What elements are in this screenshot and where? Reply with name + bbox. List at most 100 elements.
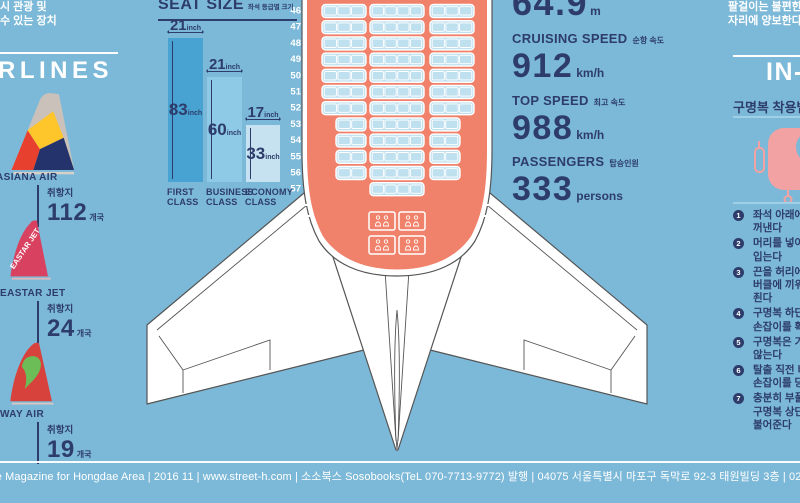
seat-size-title: SEAT SIZE <box>158 0 244 13</box>
life-vest-step: 2 머리를 넣어 구명복을입는다 <box>733 237 800 264</box>
airline-name: ASIANA AIR <box>0 172 58 183</box>
person-icon <box>383 239 389 244</box>
person-icon <box>383 215 389 220</box>
seat-group <box>369 84 425 100</box>
class-label: FIRST CLASS <box>167 187 199 207</box>
seat-width-value: 21 <box>169 17 187 34</box>
stat-label-row: TOP SPEED 최고 속도 <box>512 92 625 110</box>
stat-value-row: 912 km/h <box>512 49 664 90</box>
stat-item: TOP SPEED 최고 속도 988 km/h <box>512 92 625 152</box>
destinations-label: 취항지 <box>47 188 74 199</box>
airline-item: EASTAR JET EASTAR JET 취항지 24 개국 <box>0 218 130 346</box>
seat-row-numbers: 46 47 48 49 50 51 52 53 54 55 56 57 <box>290 6 301 195</box>
destinations-value: 112 <box>47 199 88 226</box>
row-number: 53 <box>290 119 301 130</box>
step-text-line: 불어준다 <box>753 419 792 432</box>
seat-group <box>429 100 475 116</box>
step-text: 좌석 아래에 있는 구명복을꺼낸다 <box>753 209 800 236</box>
step-number-badge: 6 <box>733 364 744 376</box>
step-number-badge: 4 <box>733 308 744 320</box>
step-text: 구명복은 기내에서 부풀리지않는다 <box>753 336 800 363</box>
seat-length-value: 60 <box>207 119 227 139</box>
wingspan-unit: m <box>590 4 601 18</box>
destinations-value: 24 <box>47 315 75 342</box>
seat-group <box>369 20 425 35</box>
destinations-stat: 취항지 19 개국 <box>37 422 91 464</box>
seat-group <box>369 165 425 181</box>
seat-group <box>429 84 475 100</box>
step-text-line: 버클에 끼워 몸에 맞게 <box>753 279 800 292</box>
step-text: 구명복 하단의 빨간손잡이를 확인한다 <box>753 307 800 334</box>
seat-width-value: 21 <box>208 56 226 73</box>
life-vest-icon <box>754 128 800 204</box>
life-vest-steps: 1 좌석 아래에 있는 구명복을꺼낸다 2 머리를 넣어 구명복을입는다 3 끈을 허리에… <box>733 209 800 434</box>
step-text: 끈을 허리에 감고 양쪽버클에 끼워 몸에 맞게죈다 <box>753 266 800 306</box>
seat-group <box>429 20 475 35</box>
seat-group <box>321 68 367 84</box>
seat-group <box>321 100 367 116</box>
seat-length-unit: inch <box>265 153 280 161</box>
row-number: 57 <box>290 184 301 195</box>
step-text-line: 손잡이를 확인한다 <box>753 320 800 333</box>
destinations-count: 19 개국 <box>47 436 91 464</box>
seat-group <box>321 84 367 100</box>
seat-group <box>369 36 425 51</box>
destinations-label: 취항지 <box>47 304 74 315</box>
seat-size-bar: 33inch <box>246 125 280 182</box>
step-text-line: 끈을 허리에 감고 양쪽 <box>753 265 800 278</box>
person-icon <box>375 239 381 244</box>
step-text-line: 충분히 부풀지 않을 경우 <box>753 392 800 405</box>
step-text: 충분히 부풀지 않을 경우구명복 상단의 고무관을불어준다 <box>753 392 800 432</box>
asiana-tailfin-icon <box>11 93 75 175</box>
step-text-line: 탈출 직전 비상구에서 <box>753 363 800 376</box>
destinations-count: 112 개국 <box>47 199 104 227</box>
seat-length-value: 33 <box>246 143 266 163</box>
class-label-line: CLASS <box>206 197 238 207</box>
person-icon <box>405 215 411 220</box>
lavatories <box>368 211 426 255</box>
step-text-line: 구명복은 기내에서 부풀리지 <box>753 335 800 348</box>
seat-width-value: 17 <box>247 104 265 121</box>
step-text-line: 꺼낸다 <box>753 222 782 235</box>
airlines-divider <box>0 52 118 54</box>
airline-item: WAY AIR 취항지 19 개국 <box>0 341 130 469</box>
note-line: 시 관광 및 <box>0 1 47 13</box>
class-label-line: CLASS <box>245 197 277 207</box>
wingspan-stat: 64.9 m <box>512 0 601 21</box>
seat-map <box>321 3 475 197</box>
step-text-line: 않는다 <box>753 349 782 362</box>
stat-item: PASSENGERS 탑승인원 333 persons <box>512 153 639 213</box>
class-label-line: FIRST <box>167 187 194 197</box>
seat-size-chart: SEAT SIZE 좌석 등급별 크기 21inch 83inch FIRST CLAS… <box>158 0 308 215</box>
destinations-stat: 취항지 112 개국 <box>37 185 104 227</box>
class-label-line: CLASS <box>167 197 199 207</box>
class-label-line: BUSINESS <box>206 187 254 197</box>
seat-group <box>335 133 367 148</box>
top-left-note: 시 관광 및 수 있는 장치 <box>0 1 57 28</box>
stat-label-row: PASSENGERS 탑승인원 <box>512 153 639 171</box>
life-vest-step: 6 탈출 직전 비상구에서손잡이를 당긴다 <box>733 364 800 391</box>
lavatory-icon <box>398 235 426 255</box>
seat-group <box>369 117 425 132</box>
seat-length-label: 33inch <box>246 125 280 182</box>
divider <box>733 116 800 118</box>
seat-width-unit: inch <box>225 64 241 71</box>
seat-group <box>335 149 367 165</box>
door-marks <box>298 204 496 217</box>
seat-group <box>321 20 367 35</box>
seat-group <box>429 165 461 181</box>
person-icon <box>413 215 419 220</box>
seat-size-subtitle-kr: 좌석 등급별 크기 <box>248 4 294 11</box>
tail-cone <box>329 247 465 451</box>
person-icon <box>375 215 381 220</box>
airlines-section-title: RLINES <box>0 57 114 84</box>
seat-group <box>335 165 367 181</box>
lavatory-icon <box>368 235 396 255</box>
seat-width-label: 21inch <box>199 56 250 73</box>
life-vest-subsection-title: 구명복 착용법 <box>733 100 800 115</box>
tway-tailfin-icon <box>10 342 54 405</box>
seat-group <box>369 52 425 67</box>
note-line: 자리에 양보한다 <box>728 14 800 27</box>
seat-group <box>429 68 475 84</box>
